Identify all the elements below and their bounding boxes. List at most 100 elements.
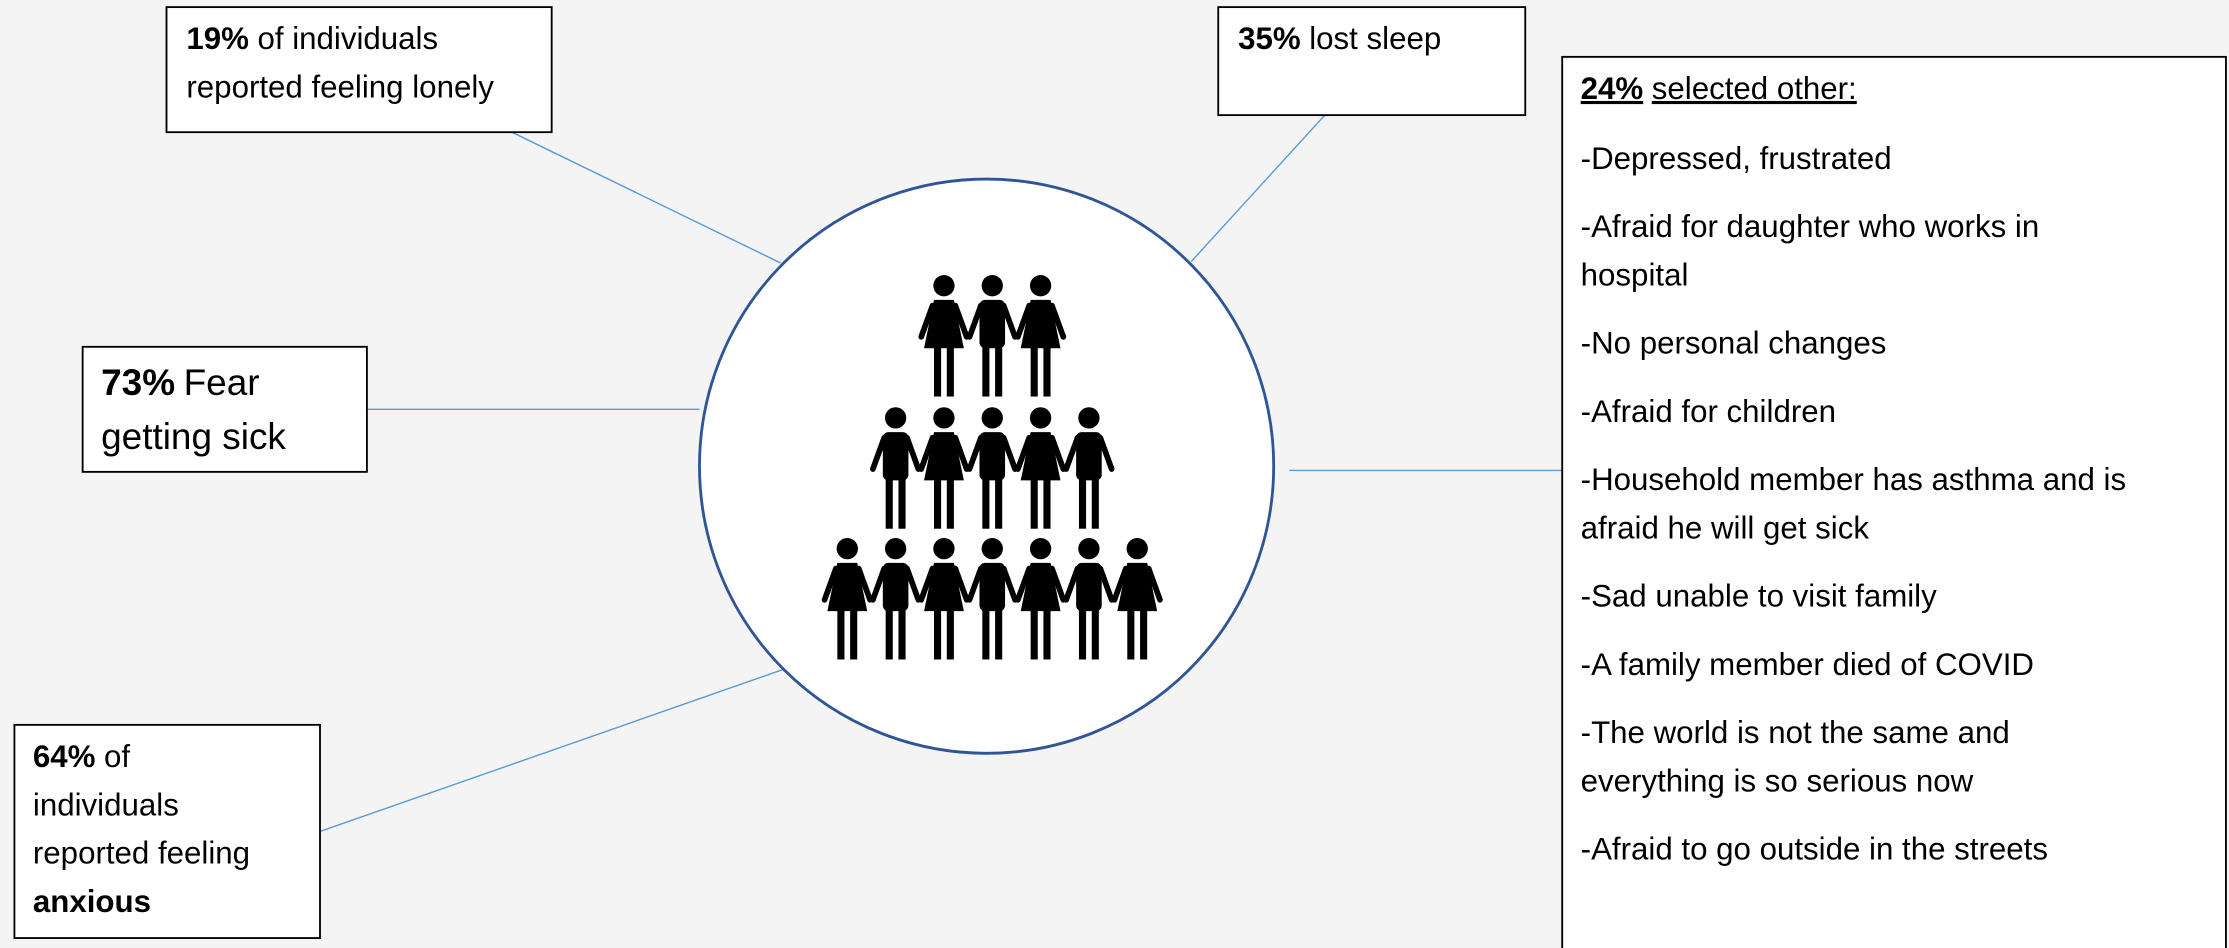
person-head (884, 537, 907, 560)
person-leg (1030, 477, 1038, 529)
percent: 35% (1238, 21, 1301, 56)
person-body (1076, 562, 1102, 612)
person (1063, 537, 1115, 660)
person-arms (1111, 565, 1163, 603)
other-item: -Afraid for daughter who works in (1581, 209, 2040, 244)
person-leg (995, 608, 1003, 660)
person-body (1020, 299, 1061, 349)
people-icon (821, 275, 1163, 660)
person-leg (1091, 608, 1099, 660)
person-arms (966, 434, 1018, 472)
person-leg (1043, 345, 1051, 397)
connector (1190, 114, 1326, 262)
percent: anxious (33, 884, 151, 919)
person-leg (946, 477, 954, 529)
person-body (882, 562, 909, 612)
label: individuals (33, 788, 179, 823)
callout-line: 24% selected other: (1581, 71, 1857, 106)
person (918, 537, 970, 660)
person-arms (1015, 302, 1067, 340)
person-head (1078, 537, 1100, 560)
person-leg (946, 608, 954, 660)
percent: 73% (101, 362, 175, 403)
person-body (1020, 432, 1061, 481)
percent: 19% (186, 21, 249, 56)
person (1063, 407, 1115, 529)
person (870, 407, 922, 529)
other-item: -The world is not the same and (1581, 715, 2010, 750)
callout-box (1217, 6, 1527, 117)
callout-line: reported feeling (33, 836, 250, 871)
person-arms (870, 565, 922, 603)
other-item: everything is so serious now (1581, 763, 1974, 798)
other-item: -A family member died of COVID (1581, 647, 2034, 682)
person-head (1078, 407, 1100, 429)
person-leg (898, 608, 906, 660)
other-item: -Sad unable to visit family (1581, 579, 1937, 614)
person-head (1126, 537, 1148, 560)
person-leg (1043, 477, 1051, 529)
person (821, 537, 873, 660)
person (1015, 537, 1067, 660)
other-item: hospital (1581, 257, 1689, 292)
person-body (924, 562, 964, 612)
person-arms (1015, 434, 1067, 472)
person-body (979, 299, 1006, 349)
person-leg (1140, 608, 1148, 660)
person-arms (966, 302, 1018, 340)
person-body (1076, 432, 1102, 481)
person-head (981, 537, 1003, 560)
person-body (979, 432, 1006, 481)
connector (511, 131, 781, 264)
callout-box (81, 345, 368, 473)
person-arms (1015, 565, 1067, 603)
person-head (933, 407, 955, 429)
person-leg (885, 608, 893, 660)
person-body (882, 432, 909, 481)
person-body (1117, 562, 1158, 612)
person (1111, 537, 1163, 660)
person-leg (1030, 608, 1038, 660)
label: selected other: (1652, 71, 1857, 106)
callout-line: anxious (33, 884, 151, 919)
person (1015, 407, 1067, 529)
person-head (1029, 407, 1052, 429)
person-body (924, 299, 964, 349)
other-item: -Afraid for children (1581, 394, 1836, 429)
person-leg (837, 608, 845, 660)
person-leg (885, 477, 893, 529)
person-leg (933, 477, 942, 529)
person-leg (1127, 608, 1135, 660)
person-leg (995, 345, 1003, 397)
person-arms (918, 565, 970, 603)
callout-box (13, 723, 321, 939)
other-item: -Afraid to go outside in the streets (1581, 832, 2048, 867)
person-head (1029, 275, 1052, 297)
callout-line: 64% of (33, 739, 130, 774)
person-leg (995, 477, 1003, 529)
person-leg (982, 477, 990, 529)
person-arms (821, 565, 873, 603)
percent: 64% (33, 739, 96, 774)
person-leg (1030, 345, 1038, 397)
person-head (884, 407, 907, 429)
person-head (1029, 537, 1052, 560)
other-item: -No personal changes (1581, 326, 1887, 361)
callout-line: 19% of individuals (186, 21, 438, 56)
person-leg (1078, 477, 1087, 529)
person (1015, 275, 1067, 397)
person-leg (946, 345, 954, 397)
label: of individuals (257, 21, 438, 56)
person-arms (918, 302, 970, 340)
person-body (924, 432, 964, 481)
person-arms (1063, 434, 1115, 472)
callout-line: 73% Fear (101, 362, 259, 403)
person-leg (1091, 477, 1099, 529)
person (966, 537, 1018, 660)
person-head (981, 275, 1003, 297)
other-item: -Depressed, frustrated (1581, 141, 1892, 176)
person-leg (982, 345, 990, 397)
label: lost sleep (1309, 21, 1441, 56)
person (918, 407, 970, 529)
